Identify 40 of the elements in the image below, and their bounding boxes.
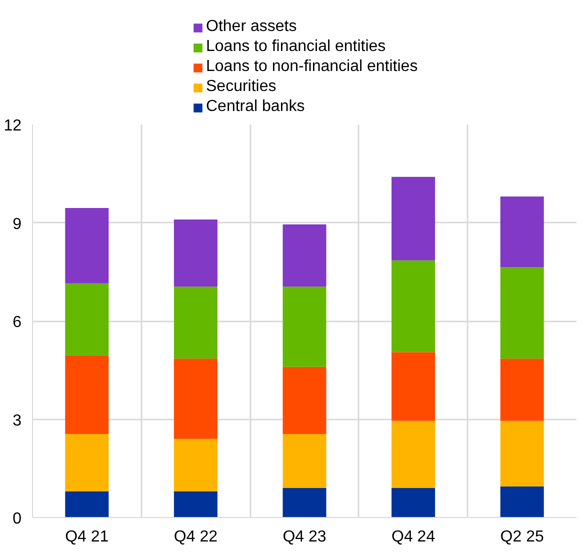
bar — [65, 208, 109, 284]
x-tick-label: Q4 21 — [65, 528, 109, 546]
y-tick-label: 9 — [12, 216, 22, 233]
legend-label: Securities — [206, 78, 276, 96]
bar — [174, 286, 218, 359]
bar — [392, 420, 436, 488]
y-tick-label: 3 — [12, 412, 22, 430]
bar — [392, 488, 436, 518]
bar — [282, 286, 326, 367]
y-tick-label: 6 — [12, 314, 22, 331]
bar — [500, 196, 544, 267]
bar — [500, 486, 544, 518]
bar — [174, 491, 218, 518]
bar — [282, 366, 326, 434]
bar — [500, 358, 544, 421]
bar — [174, 219, 218, 287]
bar — [500, 266, 544, 359]
legend-label: Other assets — [206, 18, 297, 36]
bar — [65, 434, 109, 492]
bar — [65, 491, 109, 518]
bar — [65, 355, 109, 434]
legend-label: Loans to non-financial entities — [206, 58, 418, 76]
bar — [174, 438, 218, 492]
bar — [282, 224, 326, 287]
y-tick-label: 0 — [12, 510, 22, 528]
x-tick-label: Q4 23 — [282, 528, 326, 546]
bar — [174, 358, 218, 439]
x-tick-label: Q4 24 — [392, 528, 436, 546]
bar — [65, 283, 109, 356]
bar — [500, 420, 544, 486]
y-tick-label: 12 — [4, 118, 22, 134]
x-tick-label: Q4 22 — [174, 528, 218, 546]
bar — [282, 434, 326, 488]
legend-label: Loans to financial entities — [206, 38, 386, 56]
bar — [282, 488, 326, 518]
x-tick-label: Q2 25 — [500, 528, 544, 546]
bar — [392, 352, 436, 421]
bar — [392, 176, 436, 260]
legend-label: Central banks — [206, 98, 305, 116]
bar — [392, 260, 436, 352]
